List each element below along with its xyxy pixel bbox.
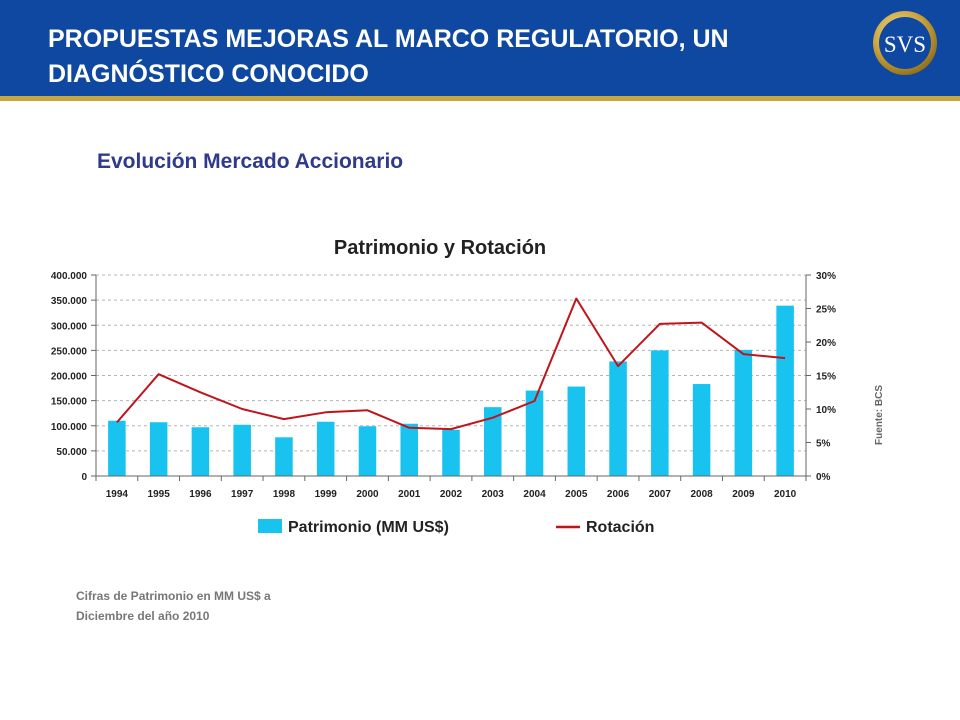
bar-patrimonio [692, 384, 711, 476]
footnote: Cifras de Patrimonio en MM US$ a Diciemb… [76, 586, 271, 626]
slide-title-line2: DIAGNÓSTICO CONOCIDO [48, 60, 369, 88]
x-axis-tick-label: 2004 [523, 489, 546, 500]
left-axis-tick-label: 150.000 [51, 397, 88, 408]
left-axis-tick-label: 100.000 [51, 422, 88, 433]
right-axis-tick-label: 5% [816, 439, 831, 450]
bar-patrimonio [609, 361, 627, 476]
right-axis-tick-label: 15% [816, 372, 836, 383]
bar-patrimonio [483, 407, 502, 476]
left-axis-tick-label: 50.000 [56, 447, 87, 458]
left-axis-tick-label: 250.000 [51, 346, 88, 357]
bar-patrimonio [734, 349, 753, 476]
chart-title: Patrimonio y Rotación [334, 237, 546, 259]
bar-patrimonio [108, 420, 126, 476]
x-axis-tick-label: 2000 [356, 489, 379, 500]
bar-patrimonio [191, 427, 210, 476]
right-axis-tick-label: 10% [816, 405, 836, 416]
right-axis-tick-label: 20% [816, 338, 836, 349]
bar-patrimonio [316, 421, 335, 476]
bar-patrimonio [400, 423, 419, 476]
legend-swatch-patrimonio [258, 519, 282, 533]
x-axis-tick-label: 2010 [774, 489, 797, 500]
bar-patrimonio [149, 422, 168, 476]
x-axis-tick-label: 2007 [649, 489, 672, 500]
left-axis-tick-label: 400.000 [51, 271, 88, 282]
header-gold-stripe [0, 96, 960, 101]
x-axis-tick-label: 2008 [690, 489, 713, 500]
x-axis-tick-label: 2001 [398, 489, 421, 500]
x-axis-tick-label: 2006 [607, 489, 630, 500]
x-axis-tick-label: 2003 [482, 489, 505, 500]
x-axis-tick-label: 2009 [732, 489, 755, 500]
source-note-text: Fuente: BCS [874, 385, 885, 445]
patrimonio-rotacion-chart: Patrimonio y Rotación 0 50.000 100.000 150.0… [51, 237, 836, 536]
footnote-line1: Cifras de Patrimonio en MM US$ a [76, 589, 271, 603]
right-axis-tick-label: 25% [816, 305, 836, 316]
x-axis-tick-label: 2005 [565, 489, 588, 500]
header-bar: PROPUESTAS MEJORAS AL MARCO REGULATORIO,… [0, 0, 960, 96]
x-axis-tick-label: 1999 [315, 489, 338, 500]
logo-inner [879, 17, 931, 69]
right-axis-tick-label: 0% [816, 472, 831, 483]
source-note: Fuente: BCS [874, 385, 885, 445]
x-axis-tick-label: 1997 [231, 489, 254, 500]
x-axis-tick-label: 1996 [189, 489, 212, 500]
left-axis-tick-label: 350.000 [51, 296, 88, 307]
bar-patrimonio [651, 350, 669, 476]
slide-title: PROPUESTAS MEJORAS AL MARCO REGULATORIO,… [48, 22, 828, 92]
footnote-line2: Diciembre del año 2010 [76, 609, 210, 623]
legend-label-rotacion: Rotación [586, 519, 654, 536]
svs-logo: SVS [873, 11, 937, 75]
slide-title-line1: PROPUESTAS MEJORAS AL MARCO REGULATORIO,… [48, 25, 729, 53]
legend-label-patrimonio: Patrimonio (MM US$) [288, 519, 449, 536]
line-rotacion [116, 297, 786, 431]
left-axis-tick-label: 300.000 [51, 321, 88, 332]
left-axis-tick-label: 200.000 [51, 372, 88, 383]
bar-patrimonio [776, 305, 794, 476]
section-subtitle: Evolución Mercado Accionario [97, 150, 404, 173]
logo-text: SVS [884, 32, 926, 57]
left-axis-tick-label: 0 [81, 472, 87, 483]
bar-patrimonio [233, 424, 251, 476]
x-axis-tick-label: 1994 [106, 489, 129, 500]
bar-patrimonio [525, 390, 544, 476]
x-axis-tick-label: 2002 [440, 489, 463, 500]
x-axis-tick-label: 1998 [273, 489, 296, 500]
right-axis-tick-label: 30% [816, 271, 836, 282]
bar-patrimonio [275, 437, 293, 476]
bar-patrimonio [567, 386, 586, 476]
bar-patrimonio [442, 429, 460, 476]
bar-patrimonio [358, 426, 377, 476]
x-axis-tick-label: 1995 [148, 489, 171, 500]
